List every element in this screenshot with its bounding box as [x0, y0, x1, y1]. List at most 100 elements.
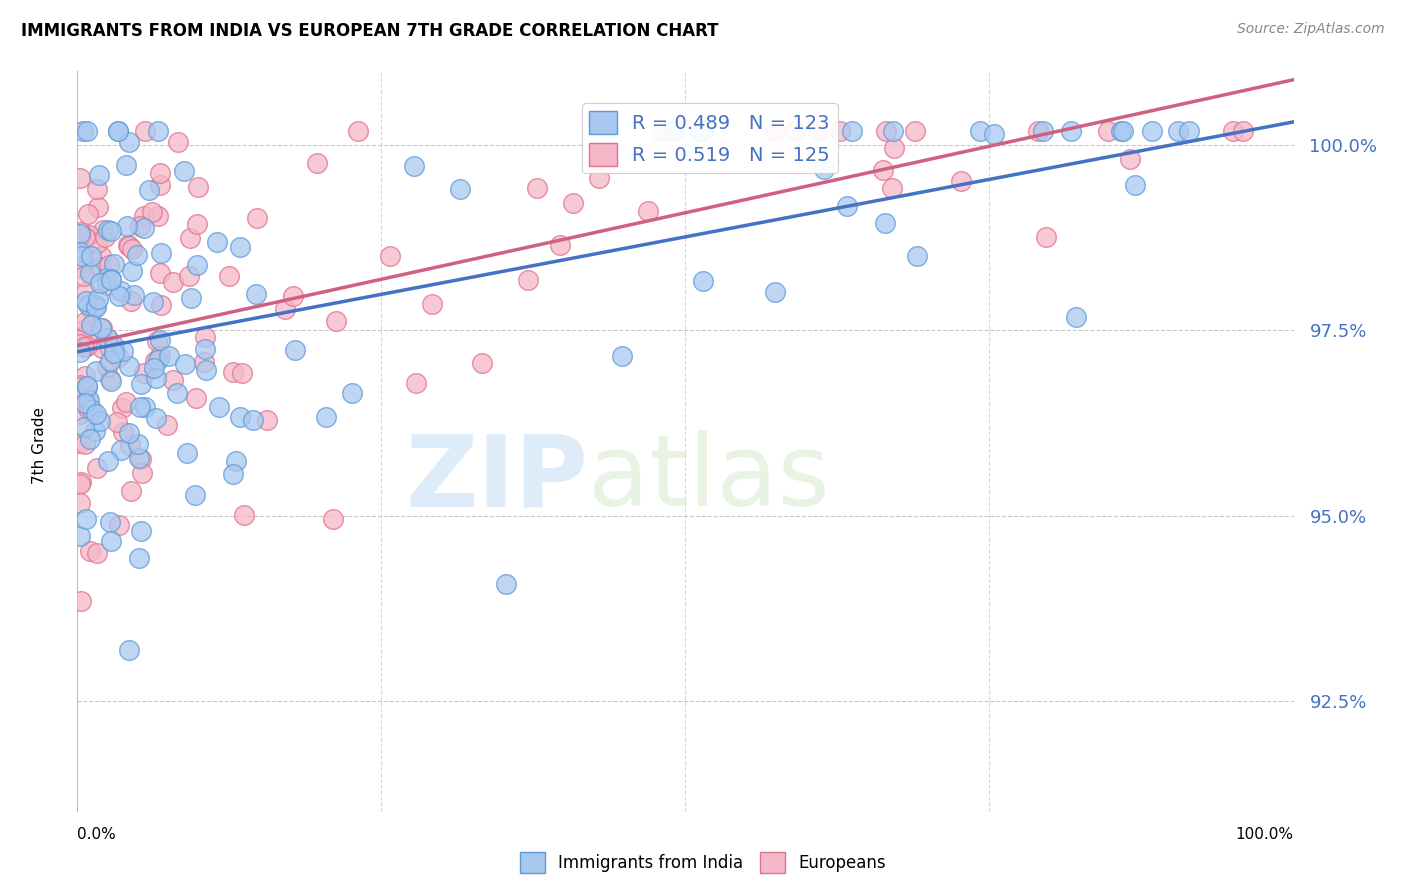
Point [173, 164, 195, 178]
Point [450, 181, 472, 195]
Point [72, 323, 94, 337]
Point [80, 304, 103, 318]
Point [121, 242, 143, 256]
Point [342, 385, 364, 400]
Point [77, 326, 100, 340]
Point [526, 181, 548, 195]
Point [90, 249, 112, 263]
Point [98, 354, 121, 368]
Point [221, 467, 243, 481]
Point [689, 123, 711, 137]
Point [72, 123, 94, 137]
Point [156, 417, 179, 432]
Point [73, 340, 96, 354]
Point [134, 400, 156, 414]
Point [97, 258, 120, 272]
Point [110, 284, 132, 298]
Point [873, 216, 896, 230]
Point [146, 353, 169, 368]
Point [94, 271, 117, 285]
Point [1035, 229, 1057, 244]
Point [141, 205, 163, 219]
Point [149, 266, 172, 280]
Point [162, 275, 184, 289]
Point [134, 123, 156, 137]
Point [128, 551, 150, 566]
Point [1177, 123, 1199, 137]
Point [70, 332, 93, 346]
Point [69, 476, 91, 491]
Point [89, 276, 111, 290]
Point [91, 321, 114, 335]
Point [233, 508, 256, 523]
Point [89, 414, 111, 428]
Point [284, 343, 307, 357]
Point [103, 339, 125, 353]
Point [872, 162, 894, 177]
Point [111, 401, 134, 415]
Point [76, 378, 98, 392]
Point [108, 517, 131, 532]
Point [97, 454, 120, 468]
Point [128, 450, 150, 465]
Point [69, 436, 91, 450]
Point [157, 349, 180, 363]
Point [84, 407, 107, 421]
Point [112, 343, 135, 358]
Point [950, 174, 973, 188]
Point [79, 392, 101, 407]
Point [184, 391, 207, 405]
Point [420, 297, 443, 311]
Point [77, 298, 100, 312]
Text: IMMIGRANTS FROM INDIA VS EUROPEAN 7TH GRADE CORRELATION CHART: IMMIGRANTS FROM INDIA VS EUROPEAN 7TH GR… [21, 22, 718, 40]
Point [69, 496, 91, 510]
Point [145, 411, 167, 425]
Point [305, 156, 328, 170]
Point [129, 451, 152, 466]
Point [1142, 123, 1164, 137]
Legend: R = 0.489   N = 123, R = 0.519   N = 125: R = 0.489 N = 123, R = 0.519 N = 125 [582, 103, 838, 173]
Point [69, 337, 91, 351]
Point [73, 268, 96, 283]
Point [86, 200, 108, 214]
Point [118, 359, 141, 374]
Point [612, 349, 634, 363]
Point [882, 123, 904, 137]
Point [75, 396, 97, 410]
Point [98, 341, 121, 355]
Point [118, 438, 141, 452]
Point [905, 249, 928, 263]
Text: 0.0%: 0.0% [77, 827, 117, 841]
Point [120, 294, 142, 309]
Point [763, 285, 786, 299]
Point [166, 386, 188, 401]
Point [79, 432, 101, 446]
Point [495, 577, 517, 591]
Point [208, 400, 231, 414]
Point [283, 289, 305, 303]
Point [184, 488, 207, 502]
Point [1232, 123, 1254, 137]
Point [883, 141, 905, 155]
Point [127, 436, 149, 450]
Point [1097, 123, 1119, 137]
Point [146, 334, 169, 348]
Point [70, 475, 93, 490]
Point [97, 223, 120, 237]
Point [70, 261, 93, 276]
Point [146, 209, 169, 223]
Point [904, 123, 927, 137]
Text: 100.0%: 100.0% [1236, 827, 1294, 841]
Point [174, 357, 197, 371]
Point [117, 238, 139, 252]
Point [70, 594, 93, 608]
Text: Source: ZipAtlas.com: Source: ZipAtlas.com [1237, 22, 1385, 37]
Point [73, 420, 96, 434]
Point [194, 342, 217, 356]
Point [105, 415, 128, 429]
Point [69, 380, 91, 394]
Point [69, 227, 91, 242]
Point [75, 293, 97, 308]
Point [1109, 123, 1132, 137]
Point [79, 544, 101, 558]
